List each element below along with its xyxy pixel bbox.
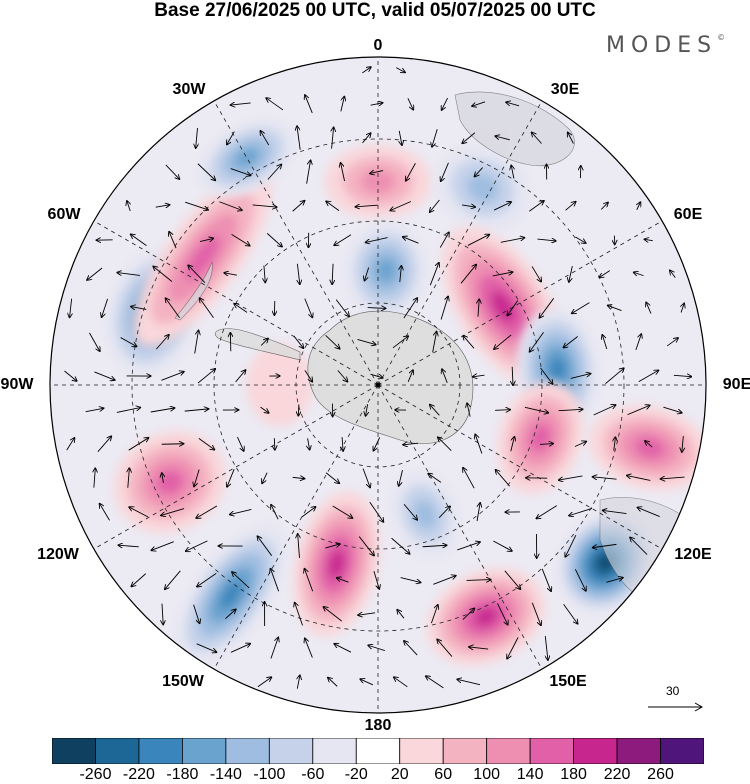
colorbar-tick-label: 100 (473, 766, 500, 784)
longitude-label-120e: 120E (674, 546, 711, 564)
colorbar (52, 738, 704, 764)
colorbar-swatch (139, 738, 182, 764)
colorbar-swatch (226, 738, 269, 764)
longitude-label-180: 180 (365, 717, 392, 735)
colorbar-swatch (356, 738, 399, 764)
colorbar-tick-label: -60 (301, 766, 324, 784)
colorbar-swatch (95, 738, 138, 764)
colorbar-swatch (52, 738, 95, 764)
colorbar-tick-label: -20 (345, 766, 368, 784)
colorbar-tick-label: 20 (391, 766, 409, 784)
colorbar-swatch (617, 738, 660, 764)
colorbar-swatch (182, 738, 225, 764)
colorbar-swatch (443, 738, 486, 764)
longitude-label-60e: 60E (674, 206, 702, 224)
south-pole-marker (376, 383, 381, 388)
colorbar-tick-label: 260 (647, 766, 674, 784)
longitude-label-90w: 90W (1, 376, 34, 394)
colorbar-tick-label: -260 (79, 766, 111, 784)
colorbar-tick-label: -100 (253, 766, 285, 784)
longitude-label-150e: 150E (549, 673, 586, 691)
colorbar-tick-label: -180 (166, 766, 198, 784)
colorbar-tick-label: 140 (517, 766, 544, 784)
wind-arrow (274, 438, 275, 450)
colorbar-swatch (530, 738, 573, 764)
colorbar-swatch (269, 738, 312, 764)
colorbar-swatch (661, 738, 704, 764)
longitude-label-30w: 30W (173, 81, 206, 99)
colorbar-swatch (313, 738, 356, 764)
colorbar-swatch (574, 738, 617, 764)
colorbar-tick-label: 180 (560, 766, 587, 784)
longitude-label-60w: 60W (48, 206, 81, 224)
colorbar-tick-label: -140 (210, 766, 242, 784)
colorbar-tick-label: 60 (434, 766, 452, 784)
longitude-label-90e: 90E (723, 376, 750, 394)
colorbar-tick-label: 220 (604, 766, 631, 784)
wind-arrow (298, 404, 299, 415)
colorbar-swatch (400, 738, 443, 764)
longitude-label-120w: 120W (37, 546, 79, 564)
colorbar-tick-label: -220 (123, 766, 155, 784)
colorbar-swatch (487, 738, 530, 764)
longitude-label-150w: 150W (162, 673, 204, 691)
longitude-label-0: 0 (374, 37, 383, 55)
reference-vector-label: 30 (666, 684, 679, 698)
longitude-label-30e: 30E (551, 81, 579, 99)
